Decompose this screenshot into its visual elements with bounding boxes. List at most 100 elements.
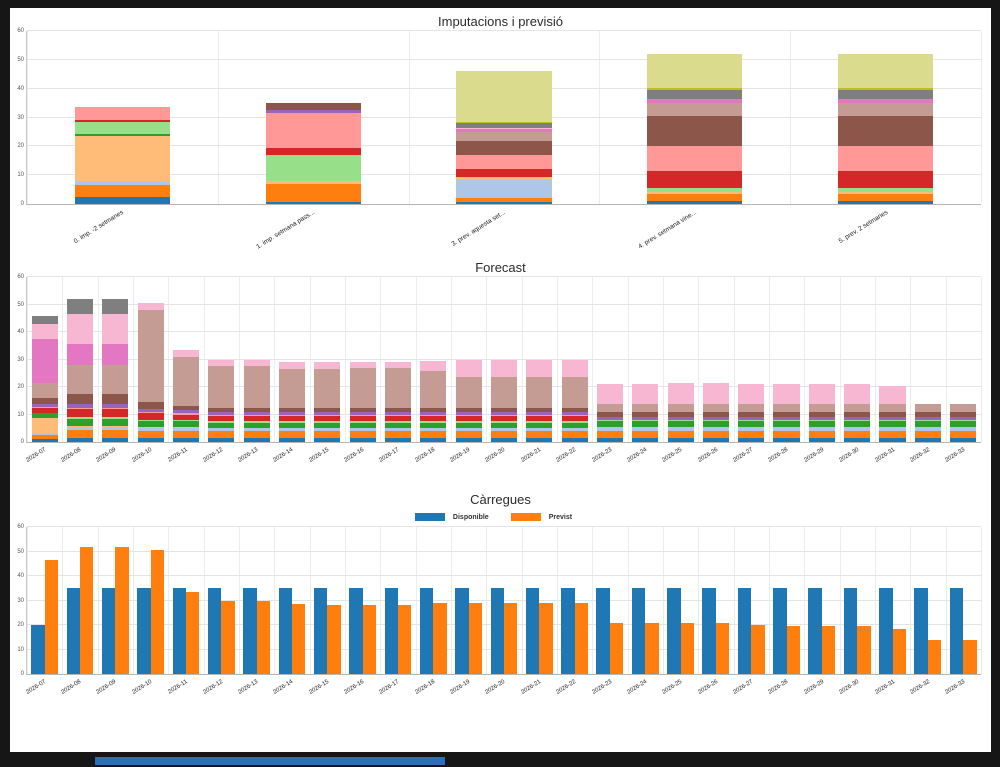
x-category-label-text: 2026-23	[590, 447, 613, 464]
bar-segment	[561, 414, 588, 416]
bar-segment	[349, 421, 376, 423]
bar	[137, 277, 164, 442]
gridline	[486, 527, 488, 674]
bar-segment	[314, 421, 341, 423]
bar-segment	[773, 426, 800, 431]
bar	[172, 277, 200, 442]
bar	[914, 588, 928, 674]
bar-segment	[420, 421, 447, 423]
bar-segment	[702, 417, 729, 420]
bar-segment	[102, 426, 129, 430]
gridline	[27, 30, 981, 31]
y-tick-label: 60	[17, 274, 24, 280]
x-category-label-text: 2026-23	[590, 679, 613, 696]
x-axis-labels-forecast: 2026-07 2026-08 2026-09 2026-10 2026-11 2026-…	[25, 443, 981, 483]
category-slot	[875, 277, 910, 442]
bar-segment	[808, 417, 835, 420]
category-slot	[62, 527, 97, 674]
bar-segment	[137, 413, 164, 420]
bar-segment	[914, 426, 941, 431]
y-tick-label: 0	[20, 201, 24, 207]
y-tick-label: 20	[17, 143, 24, 150]
gridline	[217, 31, 219, 204]
bar	[539, 602, 553, 674]
x-category-label-text: 2026-19	[449, 679, 472, 696]
category-slot	[663, 277, 698, 442]
legend: Disponible Previst	[10, 510, 991, 524]
bar-segment	[490, 415, 517, 422]
bar-segment	[349, 415, 376, 422]
bar-segment	[208, 422, 235, 429]
x-category-label-text: 2026-11	[166, 447, 189, 464]
bar-segment	[667, 431, 694, 438]
bar-segment	[879, 437, 906, 442]
bar-segment	[596, 411, 623, 418]
bar-segment	[265, 155, 361, 181]
bar-segment	[31, 407, 58, 413]
bar	[256, 600, 271, 674]
bar	[349, 588, 363, 674]
bar-segment	[773, 384, 800, 404]
bar-segment	[172, 420, 200, 422]
bar-segment	[647, 53, 743, 89]
bar-segment	[31, 433, 58, 436]
bar	[419, 588, 434, 674]
bar	[243, 277, 270, 442]
bar	[949, 588, 964, 674]
bar-segment	[278, 431, 306, 438]
bar-segment	[526, 415, 553, 422]
bar	[667, 277, 694, 442]
bar-segment	[808, 420, 835, 422]
bar-segment	[914, 421, 941, 427]
chart-title-carregues: Càrregues	[470, 492, 531, 507]
category-slot	[98, 527, 133, 674]
gridline	[27, 550, 981, 552]
bars-layer	[27, 527, 981, 674]
bar-segment	[455, 359, 482, 378]
bar-segment	[647, 187, 743, 192]
bar-segment	[561, 377, 588, 408]
bar	[574, 602, 588, 674]
bar-segment	[808, 421, 835, 427]
gridline	[875, 527, 876, 674]
bar-segment	[172, 426, 200, 429]
bar-segment	[738, 417, 765, 420]
bar-segment	[837, 191, 934, 194]
bar-segment	[455, 431, 482, 438]
bar	[79, 546, 94, 674]
bar-segment	[844, 421, 871, 427]
gridline	[309, 277, 311, 442]
y-tick-label: 50	[17, 301, 24, 308]
bar	[137, 588, 151, 674]
x-category-label-text: 2026-28	[767, 447, 790, 464]
bar-segment	[66, 409, 94, 418]
bar-segment	[456, 176, 552, 179]
bar	[327, 605, 341, 674]
bar	[207, 588, 222, 674]
bar-segment	[914, 431, 941, 438]
bar-segment	[137, 421, 164, 427]
bar-segment	[837, 170, 934, 188]
bar-segment	[314, 437, 341, 442]
bar-segment	[596, 426, 623, 431]
bar-segment	[667, 382, 694, 404]
bar	[313, 588, 328, 674]
bar	[667, 588, 681, 674]
y-tick-label: 60	[17, 28, 24, 34]
x-category-label-text: 1. imp. setmana pass...	[255, 209, 317, 251]
bar	[647, 31, 743, 204]
bar	[857, 626, 871, 674]
bar-segment	[808, 384, 835, 404]
bar	[433, 602, 447, 674]
bar-segment	[632, 437, 659, 442]
bar-segment	[278, 437, 306, 442]
bar-segment	[526, 377, 553, 408]
bar-segment	[950, 421, 977, 427]
bar-segment	[561, 431, 588, 438]
bars-layer	[27, 277, 981, 442]
bar	[751, 625, 765, 674]
x-category-label-text: 2026-30	[838, 447, 861, 464]
gridline	[133, 527, 134, 674]
plot-area-imputacions: 0 10 20 30 40 50 60	[17, 28, 982, 207]
bar-segment	[137, 402, 164, 409]
